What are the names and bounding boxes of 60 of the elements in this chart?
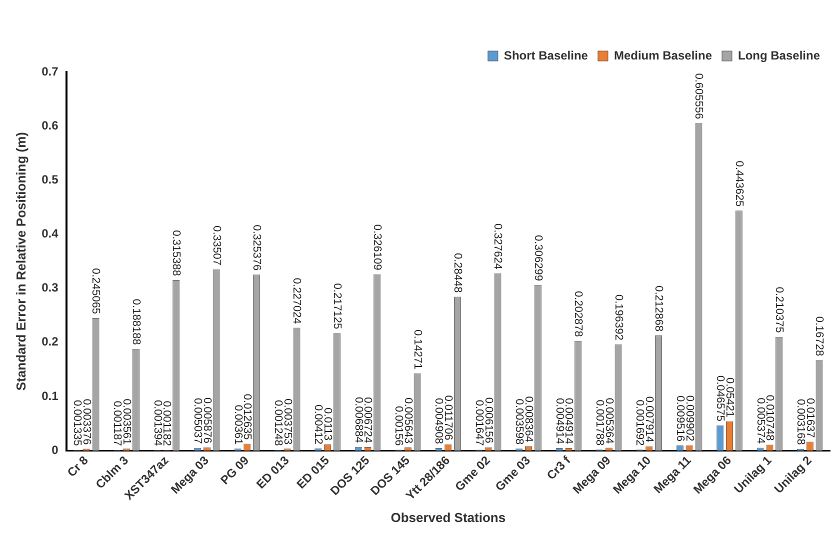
data-label: 0.001248 [272, 400, 284, 446]
data-label: 0.003598 [513, 398, 526, 445]
data-label: 0.001187 [111, 400, 124, 446]
data-label: 0.315388 [170, 230, 182, 276]
data-label: 0.001788 [594, 400, 606, 446]
y-tick-label: 0 [52, 442, 59, 457]
data-label: 0.202878 [572, 290, 584, 337]
data-label: 0.210375 [773, 286, 786, 333]
data-label: 0.326109 [371, 224, 384, 270]
data-label: 0.009516 [674, 396, 686, 442]
data-label: 0.00412 [312, 404, 324, 444]
y-tick-label: 0.3 [42, 280, 59, 295]
data-label: 0.00156 [392, 406, 405, 446]
x-axis-title: Observed Stations [390, 510, 506, 525]
data-label: 0.325376 [250, 224, 263, 271]
data-label: 0.196392 [612, 294, 624, 340]
y-tick-label: 0.7 [42, 64, 59, 78]
data-label: 0.008364 [522, 396, 534, 442]
data-label: 0.217125 [330, 283, 343, 330]
data-label: 0.005037 [192, 398, 204, 444]
y-tick-label: 0.5 [42, 172, 59, 186]
legend-label: Medium Baseline [614, 48, 712, 62]
data-label: 0.327624 [492, 224, 504, 270]
y-tick-label: 0.6 [42, 118, 59, 132]
legend-label: Long Baseline [738, 48, 820, 62]
y-tick-label: 0.2 [42, 334, 59, 349]
data-label: 0.443625 [732, 160, 745, 207]
x-tick-label: ED 013 [254, 453, 292, 492]
y-tick-label: 0.4 [42, 226, 59, 241]
data-label: 0.16728 [813, 316, 826, 356]
y-axis-title: Standard Error in Relative Positioning (m) [13, 132, 28, 391]
legend-label: Short Baseline [504, 48, 588, 62]
data-label: 0.0113 [322, 408, 334, 440]
data-label: 0.227024 [290, 278, 303, 324]
data-label: 0.33507 [210, 226, 222, 266]
data-label: 0.001647 [472, 400, 485, 446]
data-label: 0.005374 [754, 398, 766, 444]
data-label: 0.245065 [90, 268, 102, 314]
data-label: 0.001394 [151, 400, 164, 446]
data-label: 0.212868 [652, 286, 664, 332]
data-label: 0.14271 [411, 330, 424, 370]
data-label: 0.046575 [714, 376, 726, 422]
x-tick-label: PG 09 [218, 453, 252, 488]
data-label: 0.004908 [432, 398, 445, 444]
data-label: 0.011706 [442, 395, 454, 440]
data-label: 0.003561 [120, 398, 133, 445]
data-label: 0.605556 [692, 73, 705, 120]
data-label: 0.006884 [352, 396, 364, 443]
data-label: 0.004914 [553, 398, 566, 444]
data-label: 0.00361 [232, 404, 244, 445]
data-label: 0.003168 [794, 399, 806, 445]
data-label: 0.001692 [634, 400, 646, 446]
data-label: 0.306299 [532, 235, 544, 281]
y-tick-label: 0.1 [42, 388, 59, 403]
data-label: 0.28448 [451, 252, 464, 293]
data-label: 0.007914 [643, 396, 656, 442]
data-label: 0.001335 [70, 400, 83, 446]
x-tick-label: Cr 8 [64, 453, 92, 480]
data-label: 0.188188 [130, 298, 142, 345]
x-tick-label: Cr3 f [544, 452, 574, 482]
